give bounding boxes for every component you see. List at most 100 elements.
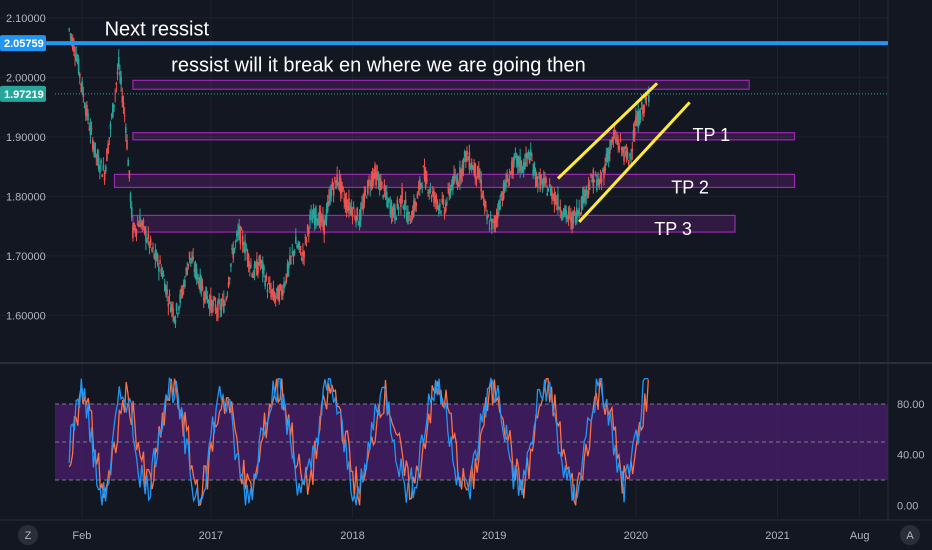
candle-body <box>123 115 126 117</box>
candle-body <box>476 166 479 178</box>
candle-body <box>485 205 487 207</box>
candle-body <box>270 290 272 298</box>
candle-body <box>525 153 527 158</box>
candle-body <box>610 140 612 148</box>
auto-scale-button[interactable] <box>900 525 920 545</box>
price-tick-label: 1.90000 <box>6 132 46 144</box>
candle-body <box>89 126 92 136</box>
candle-body <box>128 170 131 179</box>
candle-body <box>319 211 322 223</box>
candle-body <box>605 153 608 162</box>
candle-body <box>613 130 616 135</box>
candle-body <box>73 42 75 52</box>
candle-body <box>547 188 550 192</box>
candle-body <box>469 167 472 169</box>
candle-body <box>630 156 632 158</box>
stoch-d-line <box>68 378 649 507</box>
candle-body <box>165 285 167 295</box>
stoch-k-line <box>68 376 649 506</box>
candle-body <box>326 201 329 211</box>
candle-body <box>90 128 93 130</box>
candle-body <box>577 211 579 215</box>
candle-body <box>348 198 350 211</box>
candle-body <box>172 307 174 316</box>
candle-body <box>465 152 467 162</box>
time-axis[interactable]: Feb 2017 2018 2019 2020 2021 Aug <box>72 530 869 542</box>
candle-body <box>506 174 508 182</box>
candle-body <box>227 282 230 287</box>
candle-body <box>639 113 642 120</box>
candle-body <box>221 299 224 302</box>
candle-body <box>231 247 233 250</box>
candle-body <box>431 191 434 195</box>
candle-body <box>168 294 171 297</box>
candle-body <box>312 209 315 218</box>
candle-body <box>448 187 451 196</box>
candle-body <box>585 186 588 197</box>
candle-body <box>77 58 80 74</box>
candle-body <box>148 242 151 248</box>
candle-body <box>234 241 237 243</box>
candle-body <box>264 280 266 287</box>
candle-body <box>365 197 368 199</box>
candle-body <box>354 216 356 218</box>
candle-body <box>154 250 157 261</box>
candle-body <box>467 159 469 161</box>
candle-body <box>344 200 347 208</box>
candle-body <box>576 207 578 222</box>
candle-body <box>528 158 531 163</box>
candle-body <box>403 208 406 210</box>
candle-body <box>109 123 112 129</box>
candle-body <box>414 201 416 209</box>
candle-body <box>110 115 113 117</box>
candle-body <box>474 162 477 179</box>
candle-body <box>481 194 484 198</box>
candle-body <box>558 207 560 210</box>
candle-body <box>335 180 337 189</box>
candle-body <box>418 179 421 190</box>
candle-body <box>192 256 194 260</box>
candle-body <box>142 221 145 223</box>
candle-body <box>228 277 231 280</box>
candle-body <box>375 171 377 186</box>
candle-body <box>570 214 572 223</box>
candle-body <box>198 281 200 287</box>
candle-body <box>336 174 338 186</box>
candle-body <box>208 300 211 310</box>
corner-controls[interactable]: Z A <box>18 525 920 545</box>
channel-line-2 <box>578 101 691 223</box>
candle-body <box>607 149 610 160</box>
candle-body <box>331 181 334 190</box>
candle-body <box>398 199 401 201</box>
annotation-text: TP 1 <box>693 125 731 145</box>
candle-body <box>439 203 441 207</box>
candle-body <box>584 194 586 203</box>
candle-body <box>636 114 638 126</box>
candle-body <box>220 305 223 311</box>
candle-body <box>68 28 70 30</box>
candle-body <box>648 95 650 102</box>
candle-body <box>185 268 187 271</box>
candle-body <box>271 289 274 293</box>
oscillator-axis[interactable]: 80.00 40.00 0.00 <box>897 399 925 512</box>
time-tick-label: 2018 <box>340 530 364 542</box>
candle-body <box>74 55 76 58</box>
candle-body <box>161 272 164 278</box>
price-axis[interactable]: 2.10000 2.00000 1.90000 1.80000 1.70000 1.600… <box>0 13 46 323</box>
candle-body <box>359 207 362 221</box>
timezone-button[interactable] <box>18 525 38 545</box>
candle-body <box>459 167 461 182</box>
candle-body <box>552 196 554 198</box>
candle-body <box>362 202 364 211</box>
annotation-text: TP 2 <box>671 177 709 197</box>
current-price-badge-label: 1.97219 <box>4 89 44 101</box>
candle-body <box>526 153 529 159</box>
candle-body <box>240 229 243 231</box>
candle-body <box>289 255 291 265</box>
candle-body <box>383 184 386 191</box>
candle-body <box>416 193 419 199</box>
candle-body <box>391 208 394 217</box>
candle-body <box>215 310 218 313</box>
candle-body <box>410 219 413 223</box>
